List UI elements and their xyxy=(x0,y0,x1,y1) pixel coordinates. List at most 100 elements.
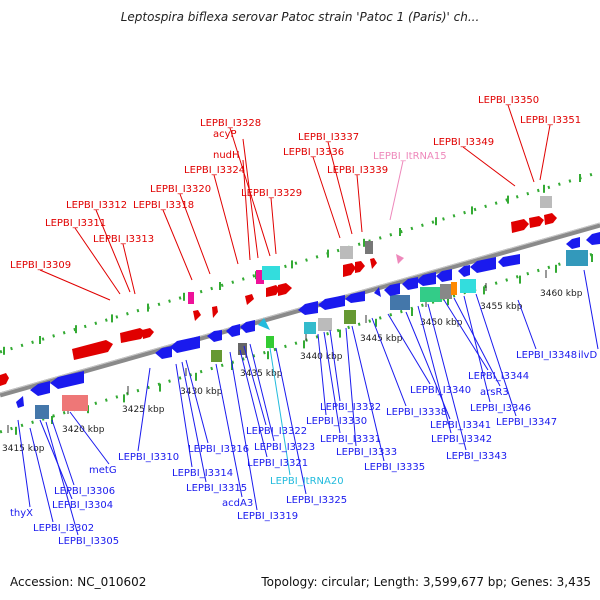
gene-forward[interactable] xyxy=(511,219,529,233)
gene-label[interactable]: LEPBI_I3341 xyxy=(430,420,491,431)
gene-misc[interactable] xyxy=(211,350,222,362)
gene-label[interactable]: LEPBI_I3311 xyxy=(45,218,106,229)
gene-reverse[interactable] xyxy=(384,283,400,296)
gene-reverse[interactable] xyxy=(226,324,240,337)
gene-label[interactable]: LEPBI_I3309 xyxy=(10,260,71,271)
gene-label[interactable]: LEPBI_I3329 xyxy=(241,188,302,199)
gene-trna[interactable] xyxy=(262,266,280,280)
gene-label[interactable]: LEPBI_I3330 xyxy=(306,416,367,427)
gene-misc[interactable] xyxy=(440,284,452,299)
gene-forward[interactable] xyxy=(72,340,113,360)
gene-forward[interactable] xyxy=(544,213,557,225)
gene-label[interactable]: LEPBI_I3320 xyxy=(150,184,211,195)
gene-label[interactable]: LEPBI_I3333 xyxy=(336,447,397,458)
gene-reverse[interactable] xyxy=(470,257,496,273)
gene-label[interactable]: LEPBI_I3339 xyxy=(327,165,388,176)
gene-label[interactable]: LEPBI_I3314 xyxy=(172,468,233,479)
gene-reverse[interactable] xyxy=(416,272,436,286)
gene-reverse[interactable] xyxy=(374,287,381,297)
gene-misc[interactable] xyxy=(318,318,332,331)
gene-label[interactable]: nudH xyxy=(213,150,240,161)
gene-label[interactable]: LEPBI_I3346 xyxy=(470,403,531,414)
gene-reverse[interactable] xyxy=(586,232,600,245)
gene-misc[interactable] xyxy=(304,322,316,334)
gene-label[interactable]: LEPBI_I3325 xyxy=(286,495,347,506)
gene-label[interactable]: LEPBI_I3316 xyxy=(188,444,249,455)
gene-misc[interactable] xyxy=(256,270,264,284)
gene-label[interactable]: LEPBI_I3349 xyxy=(433,137,494,148)
gene-label[interactable]: LEPBI_I3342 xyxy=(431,434,492,445)
gene-label[interactable]: LEPBI_I3350 xyxy=(478,95,539,106)
gene-ncrna[interactable] xyxy=(188,292,194,304)
gene-label[interactable]: LEPBI_I3323 xyxy=(254,442,315,453)
gene-label[interactable]: LEPBI_I3340 xyxy=(410,385,471,396)
gene-misc[interactable] xyxy=(390,295,410,310)
gene-label[interactable]: LEPBI_I3319 xyxy=(237,511,298,522)
gene-label[interactable]: LEPBI_I3328 xyxy=(200,118,261,129)
gene-label[interactable]: acyP xyxy=(213,129,237,140)
gene-label[interactable]: acdA3 xyxy=(222,498,253,509)
gene-misc[interactable] xyxy=(451,282,457,295)
gene-reverse[interactable] xyxy=(16,396,24,408)
gene-reverse[interactable] xyxy=(170,336,200,353)
gene-label[interactable]: LEPBI_I3335 xyxy=(364,462,425,473)
gene-label[interactable]: LEPBI_I3331 xyxy=(320,434,381,445)
gene-reverse[interactable] xyxy=(155,346,172,359)
gene-misc[interactable] xyxy=(238,343,247,355)
gene-reverse[interactable] xyxy=(30,381,50,396)
gene-label[interactable]: LEPBI_I3321 xyxy=(247,458,308,469)
gene-label[interactable]: LEPBI_I3348 xyxy=(516,350,577,361)
gene-label[interactable]: LEPBI_I3324 xyxy=(184,165,245,176)
gene-label[interactable]: LEPBI_I3310 xyxy=(118,452,179,463)
gene-forward[interactable] xyxy=(370,258,377,269)
gene-label[interactable]: LEPBI_I3336 xyxy=(283,147,344,158)
gene-misc[interactable] xyxy=(420,287,442,302)
gene-label[interactable]: LEPBI_I3305 xyxy=(58,536,119,547)
gene-misc[interactable] xyxy=(340,246,353,259)
gene-label[interactable]: ilvD xyxy=(578,350,597,361)
gene-misc[interactable] xyxy=(35,405,49,419)
gene-misc[interactable] xyxy=(540,196,552,208)
gene-label[interactable]: LEPBI_ItRNA20 xyxy=(270,476,344,487)
gene-forward[interactable] xyxy=(529,216,544,228)
gene-label[interactable]: thyX xyxy=(10,508,33,519)
gene-reverse[interactable] xyxy=(402,277,418,290)
gene-forward[interactable] xyxy=(245,294,254,305)
gene-label[interactable]: LEPBI_I3318 xyxy=(133,200,194,211)
gene-reverse[interactable] xyxy=(498,254,520,267)
gene-forward[interactable] xyxy=(212,306,218,318)
gene-label[interactable]: arsR3 xyxy=(480,387,509,398)
gene-reverse[interactable] xyxy=(318,295,345,310)
gene-misc[interactable] xyxy=(566,250,588,266)
gene-reverse[interactable] xyxy=(298,301,318,315)
gene-forward[interactable] xyxy=(343,263,356,277)
gene-label[interactable]: LEPBI_I3312 xyxy=(66,200,127,211)
gene-reverse[interactable] xyxy=(258,318,270,330)
gene-label[interactable]: LEPBI_I3302 xyxy=(33,523,94,534)
gene-label[interactable]: LEPBI_I3313 xyxy=(93,234,154,245)
gene-misc[interactable] xyxy=(344,310,356,324)
gene-label[interactable]: LEPBI_I3322 xyxy=(246,426,307,437)
gene-reverse[interactable] xyxy=(207,330,222,342)
gene-label[interactable]: LEPBI_I3351 xyxy=(520,115,581,126)
gene-reverse[interactable] xyxy=(240,320,255,333)
gene-label[interactable]: LEPBI_I3347 xyxy=(496,417,557,428)
gene-reverse[interactable] xyxy=(436,269,452,282)
gene-reverse[interactable] xyxy=(50,371,84,389)
gene-label[interactable]: metG xyxy=(89,465,117,476)
gene-label[interactable]: LEPBI_I3306 xyxy=(54,486,115,497)
gene-label[interactable]: LEPBI_I3332 xyxy=(320,402,381,413)
gene-forward[interactable] xyxy=(193,310,201,321)
gene-misc[interactable] xyxy=(365,241,373,254)
gene-label[interactable]: LEPBI_I3304 xyxy=(52,500,113,511)
gene-misc[interactable] xyxy=(266,336,274,348)
gene-forward[interactable] xyxy=(355,261,365,273)
gene-misc[interactable] xyxy=(460,279,476,293)
gene-ncrna[interactable] xyxy=(396,254,404,264)
gene-forward[interactable] xyxy=(0,373,9,386)
gene-reverse[interactable] xyxy=(458,265,470,277)
gene-forward[interactable] xyxy=(120,328,146,343)
gene-label[interactable]: LEPBI_I3315 xyxy=(186,483,247,494)
gene-label[interactable]: LEPBI_I3337 xyxy=(298,132,359,143)
gene-reverse[interactable] xyxy=(345,291,365,303)
